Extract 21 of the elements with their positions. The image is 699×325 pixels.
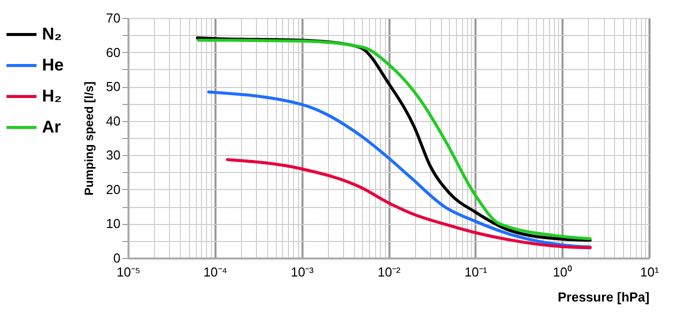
y-tick-label: 20: [106, 182, 120, 197]
y-tick-label: 30: [106, 148, 120, 163]
x-tick-label: 10⁻¹: [464, 264, 488, 280]
y-tick-label: 40: [106, 113, 120, 128]
y-tick-label: 60: [106, 44, 120, 60]
legend-label: H₂: [42, 86, 62, 106]
y-tick-label: 70: [106, 10, 120, 26]
x-tick-label: 10¹: [640, 264, 660, 280]
x-tick-label: 10⁰: [552, 264, 572, 280]
x-axis-title: Pressure [hPa]: [558, 290, 650, 304]
legend-label: N₂: [42, 24, 62, 44]
x-tick-label: 10⁻²: [378, 264, 402, 280]
y-axis-title: Pumping speed [l/s]: [82, 81, 96, 196]
x-tick-label: 10⁻⁵: [116, 264, 140, 280]
legend-label: Ar: [42, 118, 62, 136]
y-tick-label: 50: [106, 79, 120, 94]
legend-label: He: [42, 56, 64, 74]
x-tick-label: 10⁻³: [290, 264, 314, 280]
y-tick-label: 10: [106, 216, 120, 232]
x-tick-label: 10⁻⁴: [203, 264, 228, 280]
y-tick-label: 0: [113, 250, 120, 266]
